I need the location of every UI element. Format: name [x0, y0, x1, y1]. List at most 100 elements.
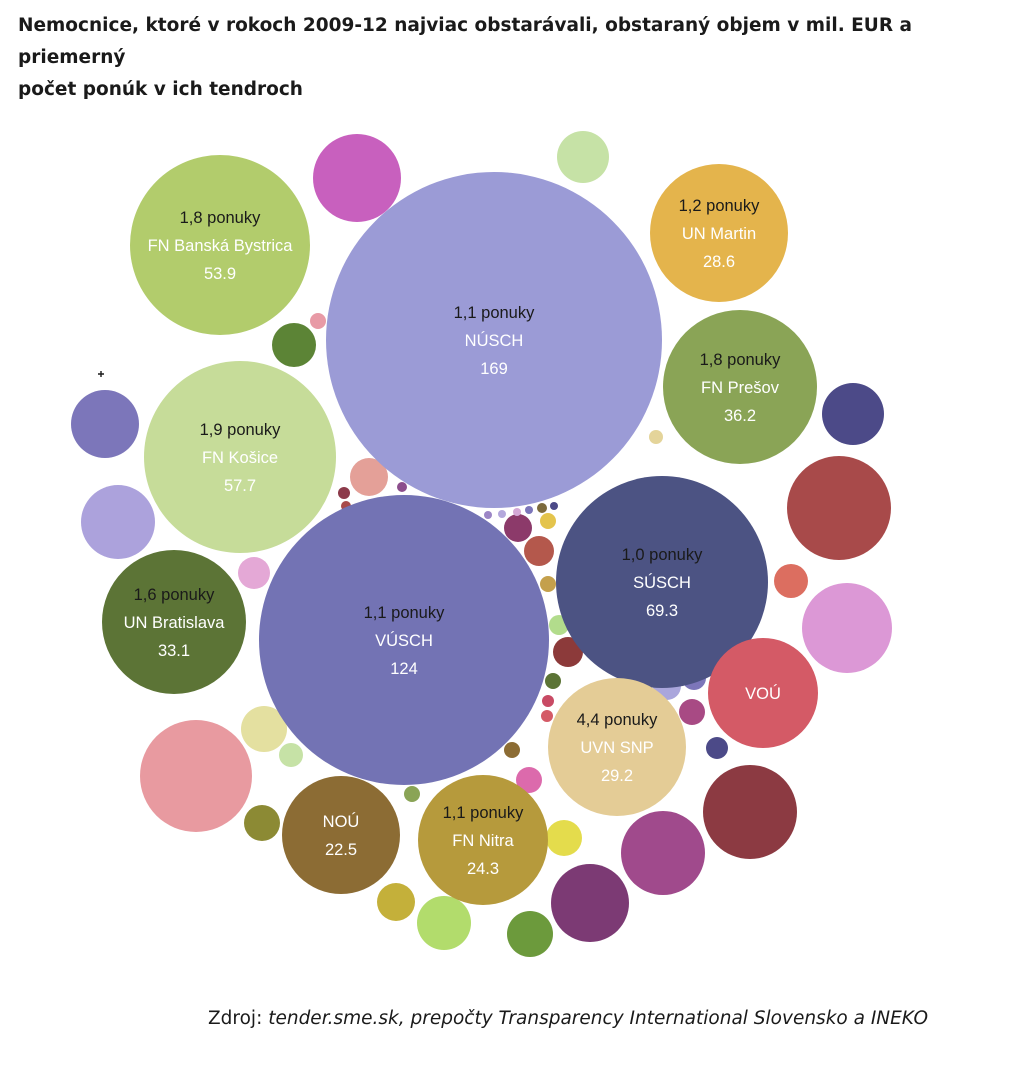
decorative-bubble [507, 911, 553, 957]
chart-title-line-1: Nemocnice, ktoré v rokoch 2009-12 najvia… [18, 15, 912, 68]
bubble-circle [663, 310, 817, 464]
decorative-bubble [546, 820, 582, 856]
bubble-circle [708, 638, 818, 748]
source-prefix: Zdroj: [208, 1008, 269, 1029]
bubble-name-label: SÚSCH [633, 573, 691, 592]
bubble-value-label: 36.2 [724, 407, 756, 425]
decorative-bubble [621, 811, 705, 895]
bubble-value-label: 29.2 [601, 767, 633, 785]
bubble-fn-banská-bystrica: 1,8 ponuky FN Banská Bystrica 53.9 [130, 155, 310, 335]
decorative-bubble [71, 390, 139, 458]
bubble-name-label: VOÚ [745, 684, 781, 703]
bubble-circle [556, 476, 768, 688]
bubble-name-label: NÚSCH [465, 331, 524, 350]
decorative-bubble [244, 805, 280, 841]
decorative-bubble [550, 502, 558, 510]
bubble-offers-label: 1,0 ponuky [622, 546, 703, 564]
decorative-bubble [551, 864, 629, 942]
bubble-fn-košice: 1,9 ponuky FN Košice 57.7 [144, 361, 336, 553]
bubble-fn-prešov: 1,8 ponuky FN Prešov 36.2 [663, 310, 817, 464]
decorative-bubble [241, 706, 287, 752]
bubble-voú: VOÚ [708, 638, 818, 748]
bubble-circle [418, 775, 548, 905]
chart-title-line-2: počet ponúk v ich tendroch [18, 79, 303, 100]
bubble-offers-label: 1,1 ponuky [364, 604, 445, 622]
source-text: tender.sme.sk, prepočty Transparency Int… [268, 1008, 929, 1029]
decorative-bubble [397, 482, 407, 492]
decorative-bubble [404, 786, 420, 802]
decorative-bubble [377, 883, 415, 921]
decorative-bubbles [71, 131, 892, 957]
bubble-noú: NOÚ 22.5 [282, 776, 400, 894]
bubble-un-martin: 1,2 ponuky UN Martin 28.6 [650, 164, 788, 302]
decorative-bubble [822, 383, 884, 445]
bubble-name-label: UVN SNP [580, 739, 653, 757]
decorative-bubble [540, 576, 556, 592]
decorative-bubble [498, 510, 506, 518]
bubble-circle [130, 155, 310, 335]
decorative-bubble [787, 456, 891, 560]
decorative-bubble [81, 485, 155, 559]
bubble-un-bratislava: 1,6 ponuky UN Bratislava 33.1 [102, 550, 246, 694]
bubble-name-label: NOÚ [323, 812, 360, 831]
bubble-name-label: UN Bratislava [124, 614, 226, 632]
bubble-offers-label: 1,8 ponuky [700, 351, 781, 369]
bubble-value-label: 24.3 [467, 860, 499, 878]
bubble-circle [548, 678, 686, 816]
bubble-name-label: UN Martin [682, 225, 756, 243]
decorative-bubble [774, 564, 808, 598]
decorative-bubble [504, 514, 532, 542]
decorative-bubble [513, 508, 521, 516]
decorative-bubble [540, 513, 556, 529]
decorative-bubble [679, 699, 705, 725]
decorative-bubble [703, 765, 797, 859]
bubble-offers-label: 1,2 ponuky [679, 197, 760, 215]
bubble-offers-label: 1,6 ponuky [134, 586, 215, 604]
decorative-bubble [310, 313, 326, 329]
bubble-uvn-snp: 4,4 ponuky UVN SNP 29.2 [548, 678, 686, 816]
decorative-bubble [649, 430, 663, 444]
bubble-circle [102, 550, 246, 694]
bubble-offers-label: 1,1 ponuky [443, 804, 524, 822]
bubble-offers-label: 1,9 ponuky [200, 421, 281, 439]
bubble-circle [326, 172, 662, 508]
bubble-name-label: FN Nitra [452, 832, 514, 850]
bubble-value-label: 33.1 [158, 642, 190, 660]
bubble-circle [282, 776, 400, 894]
decorative-bubble [524, 536, 554, 566]
decorative-bubble [350, 458, 388, 496]
source-note: Zdroj: tender.sme.sk, prepočty Transpare… [208, 1008, 928, 1029]
bubble-circle [650, 164, 788, 302]
bubble-circle [259, 495, 549, 785]
decorative-bubble [706, 737, 728, 759]
bubble-value-label: 53.9 [204, 265, 236, 283]
bubble-value-label: 169 [480, 360, 508, 378]
bubble-circle [144, 361, 336, 553]
bubble-name-label: FN Banská Bystrica [148, 237, 294, 255]
bubble-offers-label: 1,1 ponuky [454, 304, 535, 322]
decorative-bubble [313, 134, 401, 222]
bubble-name-label: FN Košice [202, 449, 278, 467]
bubble-value-label: 22.5 [325, 841, 357, 859]
bubble-name-label: FN Prešov [701, 379, 780, 397]
bubble-value-label: 28.6 [703, 253, 735, 271]
labeled-bubbles: 1,1 ponuky NÚSCH 169 1,1 ponuky VÚSCH 124 1,0 … [102, 155, 818, 905]
bubble-name-label: VÚSCH [375, 631, 433, 650]
bubble-fn-nitra: 1,1 ponuky FN Nitra 24.3 [418, 775, 548, 905]
bubble-vúsch: 1,1 ponuky VÚSCH 124 [259, 495, 549, 785]
decorative-bubble [272, 323, 316, 367]
decorative-bubble [238, 557, 270, 589]
bubble-offers-label: 1,8 ponuky [180, 209, 261, 227]
decorative-bubble [553, 637, 583, 667]
bubble-núsch: 1,1 ponuky NÚSCH 169 [326, 172, 662, 508]
chart-title: Nemocnice, ktoré v rokoch 2009-12 najvia… [18, 10, 1008, 106]
bubble-value-label: 57.7 [224, 477, 256, 495]
bubble-value-label: 69.3 [646, 602, 678, 620]
decorative-bubble [516, 767, 542, 793]
decorative-bubble [140, 720, 252, 832]
decorative-bubble [537, 503, 547, 513]
decorative-bubble [545, 673, 561, 689]
decorative-bubble [802, 583, 892, 673]
decorative-bubble [279, 743, 303, 767]
decorative-bubble [338, 487, 350, 499]
